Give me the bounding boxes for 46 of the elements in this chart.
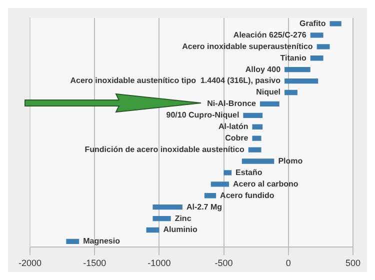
bar [252, 136, 262, 141]
y-tick-label: Al-latón [218, 122, 248, 132]
bar [146, 227, 160, 233]
bar [248, 147, 262, 152]
x-tick-label: -2000 [18, 258, 42, 268]
bar [284, 78, 318, 84]
x-tick-label: 500 [345, 258, 361, 268]
y-tick-label: Estaño [236, 168, 262, 177]
y-tick-label: Aluminio [163, 225, 198, 234]
y-tick-label: Cobre [225, 134, 249, 143]
y-tick-label: Acero al carbono [232, 179, 298, 188]
y-tick-label: 90/10 Cupro-Niquel [166, 110, 240, 120]
y-tick-label: Magnesio [83, 236, 120, 246]
bar [204, 193, 216, 198]
y-tick-label: Aleación 625/C-276 [233, 30, 307, 40]
bar [316, 44, 330, 50]
y-tick-label: Titanio [280, 53, 306, 62]
x-tick-label: -1000 [148, 258, 171, 268]
x-tick-label: -1500 [83, 258, 106, 268]
y-tick-label: Acero fundido [220, 190, 274, 200]
bar [224, 170, 232, 176]
y-tick-label: Acero inoxidable superaustenítico [182, 42, 313, 51]
bar [152, 216, 171, 222]
bar [243, 112, 263, 118]
bar [310, 32, 324, 38]
y-tick-label: Fundición de acero inoxidable austenítico [84, 144, 244, 154]
bar [252, 124, 263, 130]
bar [210, 182, 229, 187]
bar [152, 204, 182, 210]
y-tick-label: Plomo [278, 156, 303, 166]
bar [330, 21, 342, 26]
y-tick-label: Zinc [174, 214, 192, 223]
bar [66, 238, 80, 244]
y-tick-label: Grafito [300, 18, 326, 28]
y-tick-label: Alloy 400 [245, 64, 282, 74]
bar [310, 56, 324, 61]
y-tick-label: Acero inoxidable austenítico tipo 1.4404 (316L), pasivo [70, 76, 281, 86]
y-tick-label: Niquel [256, 88, 281, 97]
y-tick-label: Al-2.7 Mg [186, 202, 222, 212]
bar [284, 90, 298, 96]
bar [260, 101, 280, 107]
x-tick-label: 0 [286, 258, 291, 268]
bar [242, 158, 274, 164]
bar [284, 66, 310, 72]
x-tick-label: -500 [214, 258, 233, 268]
y-tick-label: Ni-Al-Bronce [207, 99, 257, 108]
